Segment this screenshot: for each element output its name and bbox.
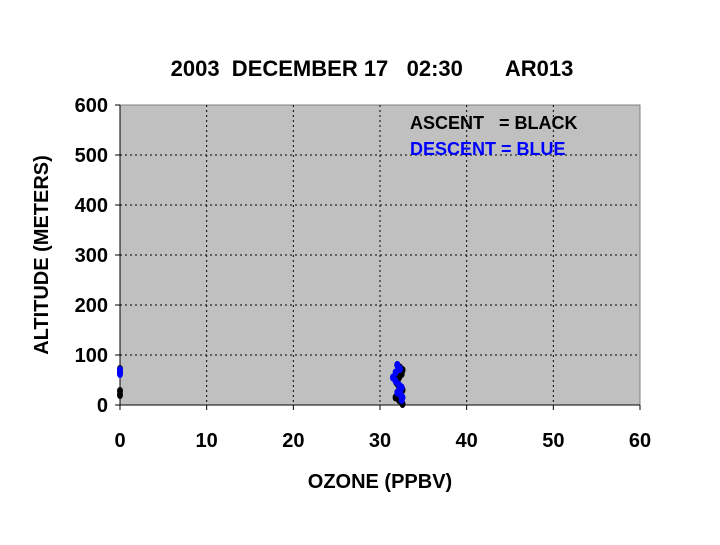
chart-title: 2003 DECEMBER 17 02:30 AR013 xyxy=(171,56,574,81)
y-tick-label: 100 xyxy=(75,345,108,367)
x-tick-label: 20 xyxy=(282,430,304,452)
y-axis-label: ALTITUDE (METERS) xyxy=(31,155,53,355)
y-tick-label: 200 xyxy=(75,295,108,317)
x-tick-label: 30 xyxy=(369,430,391,452)
y-tick-label: 300 xyxy=(75,245,108,267)
x-tick-label: 40 xyxy=(456,430,478,452)
y-tick-label: 500 xyxy=(75,145,108,167)
y-tick-label: 600 xyxy=(75,95,108,117)
point xyxy=(396,365,403,373)
point xyxy=(117,366,123,374)
y-tick-label: 0 xyxy=(97,395,108,417)
x-tick-label: 50 xyxy=(542,430,564,452)
y-tick-label: 400 xyxy=(75,195,108,217)
x-axis-label: OZONE (PPBV) xyxy=(308,471,452,493)
x-tick-label: 60 xyxy=(629,430,651,452)
x-tick-label: 10 xyxy=(196,430,218,452)
x-tick-label: 0 xyxy=(114,430,125,452)
legend-label: ASCENT = BLACK xyxy=(410,113,578,133)
point xyxy=(398,396,405,404)
legend-label: DESCENT = BLUE xyxy=(410,139,566,159)
point xyxy=(117,387,123,395)
